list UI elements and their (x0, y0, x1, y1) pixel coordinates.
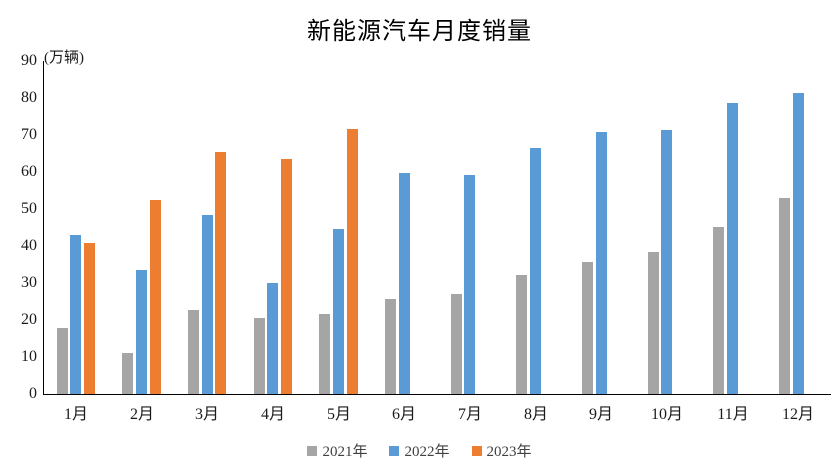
legend-label: 2022年 (404, 444, 450, 460)
legend-swatch-icon (471, 445, 482, 456)
bar-2023年-2月 (150, 200, 161, 394)
y-tick-label: 30 (21, 274, 37, 291)
x-tick-label: 11月 (717, 406, 749, 423)
bar-2021年-6月 (385, 299, 396, 394)
legend-swatch-icon (307, 445, 318, 456)
bar-2021年-7月 (451, 294, 462, 394)
y-tick-label: 70 (21, 126, 37, 143)
bar-2023年-5月 (347, 129, 358, 394)
bar-2021年-3月 (188, 310, 199, 394)
x-tick-label: 9月 (588, 406, 613, 423)
y-tick-label: 0 (29, 385, 37, 402)
bar-2021年-9月 (582, 262, 593, 394)
y-axis-line (43, 61, 44, 394)
bar-2022年-7月 (464, 175, 475, 394)
legend: 2021年 2022年 2023年 (0, 440, 839, 461)
x-tick-label: 10月 (650, 406, 683, 423)
bar-2023年-3月 (215, 152, 226, 394)
bar-2022年-3月 (202, 215, 213, 394)
bar-2022年-4月 (267, 283, 278, 394)
bar-2023年-4月 (281, 159, 292, 394)
x-tick-label: 4月 (260, 406, 285, 423)
x-axis-line (43, 394, 831, 395)
x-tick-label: 12月 (781, 406, 814, 423)
x-tick-label: 6月 (391, 406, 416, 423)
bar-2021年-10月 (648, 252, 659, 394)
y-tick-label: 50 (21, 200, 37, 217)
bar-2022年-9月 (596, 132, 607, 394)
y-tick-label: 20 (21, 311, 37, 328)
bar-2022年-11月 (727, 103, 738, 394)
x-tick-label: 1月 (63, 406, 88, 423)
legend-item-2021年: 2021年 (307, 440, 367, 461)
y-axis-unit-label: (万辆) (44, 50, 84, 66)
bar-2021年-5月 (319, 314, 330, 394)
y-tick-label: 60 (21, 163, 37, 180)
x-tick-label: 7月 (457, 406, 482, 423)
y-tick-label: 40 (21, 237, 37, 254)
bar-2021年-12月 (779, 198, 790, 394)
bar-2022年-5月 (333, 229, 344, 394)
bar-2021年-1月 (57, 328, 68, 394)
x-tick-label: 2月 (129, 406, 154, 423)
bar-2021年-2月 (122, 353, 133, 394)
legend-swatch-icon (389, 445, 400, 456)
x-tick-label: 3月 (194, 406, 219, 423)
bar-2022年-2月 (136, 270, 147, 394)
y-tick-label: 90 (21, 52, 37, 69)
x-tick-label: 5月 (326, 406, 351, 423)
bar-2023年-1月 (84, 243, 95, 394)
bar-2021年-11月 (713, 227, 724, 394)
legend-label: 2023年 (486, 444, 532, 460)
bar-2022年-12月 (793, 93, 804, 394)
legend-item-2023年: 2023年 (471, 440, 532, 461)
y-tick-label: 10 (21, 348, 37, 365)
chart-title: 新能源汽车月度销量 (307, 19, 532, 45)
bar-2022年-8月 (530, 148, 541, 394)
y-tick-label: 80 (21, 89, 37, 106)
bar-2021年-8月 (516, 275, 527, 394)
bar-2022年-10月 (661, 130, 672, 394)
bar-2022年-6月 (399, 173, 410, 394)
legend-item-2022年: 2022年 (389, 440, 450, 461)
x-tick-label: 8月 (523, 406, 548, 423)
bar-2022年-1月 (70, 235, 81, 394)
legend-label: 2021年 (322, 444, 368, 460)
bar-2021年-4月 (254, 318, 265, 394)
